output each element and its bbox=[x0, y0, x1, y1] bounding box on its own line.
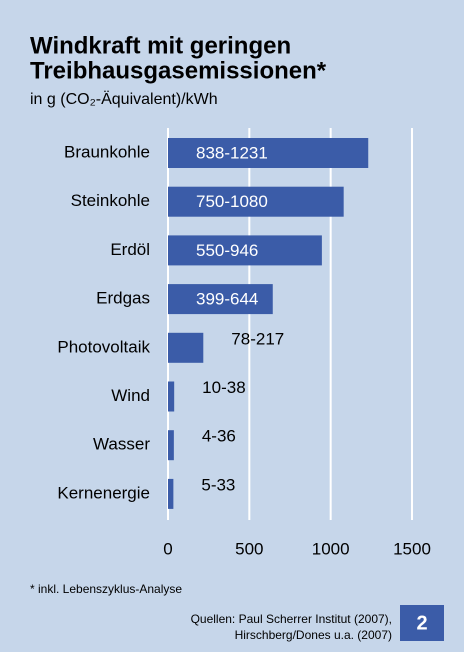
y-tick-label: Erdgas bbox=[96, 289, 150, 308]
value-label: 5-33 bbox=[201, 475, 235, 494]
badge: 2 bbox=[416, 612, 427, 634]
y-tick-label: Steinkohle bbox=[71, 191, 150, 210]
badge-box bbox=[400, 605, 444, 641]
x-tick-label: 0 bbox=[163, 539, 172, 558]
bar bbox=[168, 478, 174, 509]
y-tick-label: Erdöl bbox=[110, 240, 150, 259]
y-tick-label: Wind bbox=[111, 386, 150, 405]
source: Hirschberg/Dones u.a. (2007) bbox=[235, 628, 392, 642]
x-tick-label: 500 bbox=[235, 539, 263, 558]
value-label: 838-1231 bbox=[196, 143, 268, 162]
value-label: 550-946 bbox=[196, 241, 258, 260]
chart-title: Windkraft mit geringen bbox=[30, 32, 291, 59]
chart-title: Treibhausgasemissionen* bbox=[30, 57, 327, 84]
value-label: 4-36 bbox=[202, 427, 236, 446]
bar bbox=[168, 430, 174, 461]
value-label: 399-644 bbox=[196, 290, 258, 309]
x-tick-label: 1500 bbox=[393, 539, 431, 558]
footnote: * inkl. Lebenszyklus-Analyse bbox=[30, 582, 182, 596]
y-tick-label: Braunkohle bbox=[64, 142, 150, 161]
bar bbox=[168, 332, 204, 363]
y-tick-label: Kernenergie bbox=[57, 483, 150, 502]
value-label: 10-38 bbox=[202, 378, 245, 397]
bar bbox=[168, 235, 322, 266]
bar bbox=[168, 284, 273, 315]
x-tick-label: 1000 bbox=[312, 539, 350, 558]
source: Quellen: Paul Scherrer Institut (2007), bbox=[191, 612, 392, 626]
bar bbox=[168, 381, 175, 412]
chart-subtitle: in g (CO₂-Äquivalent)/kWh bbox=[30, 90, 218, 108]
bar bbox=[168, 186, 344, 217]
value-label: 78-217 bbox=[231, 329, 284, 348]
y-tick-label: Wasser bbox=[93, 435, 150, 454]
y-tick-label: Photovoltaik bbox=[57, 337, 150, 356]
bar bbox=[168, 138, 369, 168]
value-label: 750-1080 bbox=[196, 192, 268, 211]
